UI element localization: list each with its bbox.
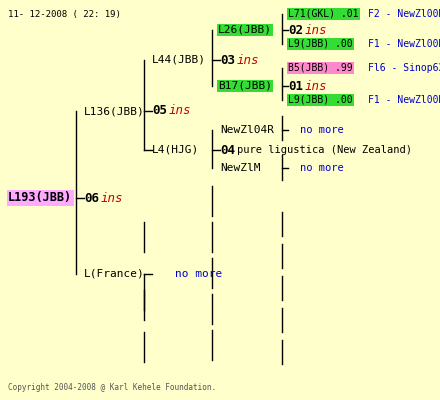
Text: L44(JBB): L44(JBB)	[152, 55, 206, 65]
Text: 03: 03	[220, 54, 235, 66]
Text: 05: 05	[152, 104, 167, 118]
Text: ins: ins	[305, 24, 327, 36]
Text: L136(JBB): L136(JBB)	[84, 106, 145, 116]
Text: L9(JBB) .00: L9(JBB) .00	[288, 95, 352, 105]
Text: 01: 01	[288, 80, 303, 92]
Text: B5(JBB) .99: B5(JBB) .99	[288, 63, 352, 73]
Text: ins: ins	[305, 80, 327, 92]
Text: ins: ins	[101, 192, 124, 204]
Text: Fl6 - Sinop62R: Fl6 - Sinop62R	[368, 63, 440, 73]
Text: no more: no more	[300, 125, 344, 135]
Text: NewZlM: NewZlM	[220, 163, 260, 173]
Text: 06: 06	[84, 192, 99, 204]
Text: L71(GKL) .01: L71(GKL) .01	[288, 9, 359, 19]
Text: ins: ins	[237, 54, 260, 66]
Text: 11- 12-2008 ( 22: 19): 11- 12-2008 ( 22: 19)	[8, 10, 121, 19]
Text: F1 - NewZl00R: F1 - NewZl00R	[368, 39, 440, 49]
Text: NewZl04R: NewZl04R	[220, 125, 274, 135]
Text: no more: no more	[175, 269, 222, 279]
Text: ins: ins	[169, 104, 191, 118]
Text: L193(JBB): L193(JBB)	[8, 192, 72, 204]
Text: F2 - NewZl00R: F2 - NewZl00R	[368, 9, 440, 19]
Text: 02: 02	[288, 24, 303, 36]
Text: L26(JBB): L26(JBB)	[218, 25, 272, 35]
Text: Copyright 2004-2008 @ Karl Kehele Foundation.: Copyright 2004-2008 @ Karl Kehele Founda…	[8, 383, 216, 392]
Text: L4(HJG): L4(HJG)	[152, 145, 199, 155]
Text: no more: no more	[300, 163, 344, 173]
Text: F1 - NewZl00R: F1 - NewZl00R	[368, 95, 440, 105]
Text: L9(JBB) .00: L9(JBB) .00	[288, 39, 352, 49]
Text: pure ligustica (New Zealand): pure ligustica (New Zealand)	[237, 145, 412, 155]
Text: L(France): L(France)	[84, 269, 145, 279]
Text: 04: 04	[220, 144, 235, 156]
Text: B17(JBB): B17(JBB)	[218, 81, 272, 91]
